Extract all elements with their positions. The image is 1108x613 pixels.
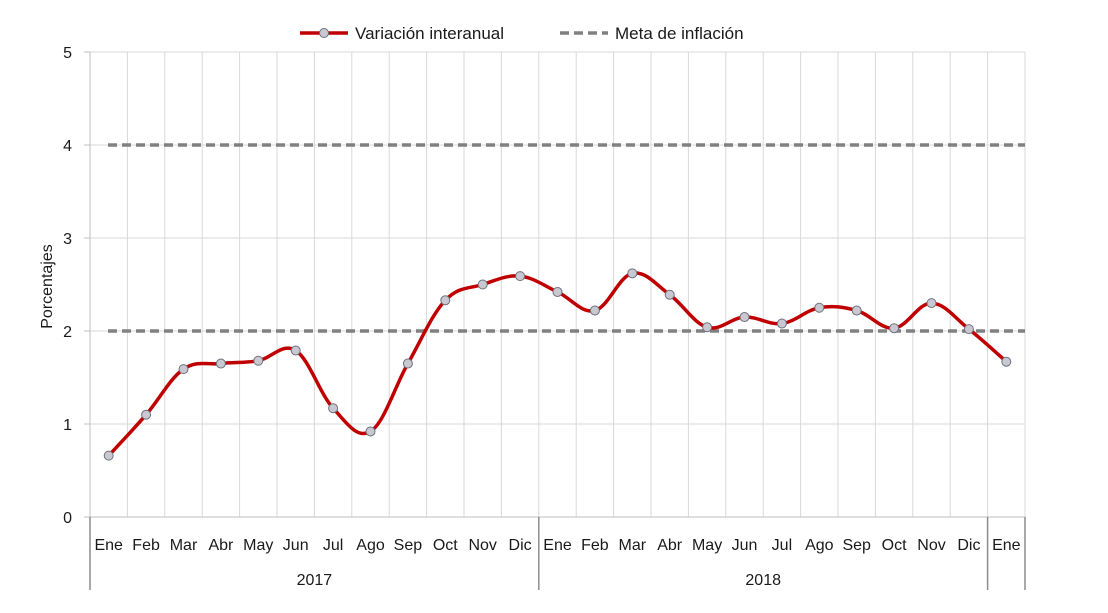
legend-label-meta: Meta de inflación (615, 24, 744, 43)
y-axis-labels: 0 1 2 3 4 5 (63, 45, 72, 527)
x-tick-label: May (692, 537, 722, 554)
x-tick-label: Jun (283, 537, 309, 554)
data-point (589, 305, 600, 316)
data-point (926, 298, 937, 309)
target-bands (108, 143, 1025, 333)
data-point (552, 286, 563, 297)
data-point (290, 345, 301, 356)
x-tick-label: Jul (323, 537, 343, 554)
x-tick-label: Dic (957, 537, 980, 554)
x-tick-label: Nov (917, 537, 945, 554)
y-tick-label: 5 (63, 45, 72, 62)
data-point (664, 289, 675, 300)
y-axis-title: Porcentajes (39, 244, 56, 329)
x-tick-label: Ene (94, 537, 123, 554)
legend: Variación interanual Meta de inflación (300, 24, 744, 43)
series-variacion (103, 268, 1012, 461)
x-tick-label: Jun (732, 537, 758, 554)
data-point (402, 358, 413, 369)
x-axis-labels: Ene Feb Mar Abr May Jun Jul Ago Sep Oct Nov Dic Ene F… (94, 537, 1020, 589)
data-point (1001, 356, 1012, 367)
group-label: 2017 (297, 572, 333, 589)
data-point (141, 409, 152, 420)
x-tick-label: Nov (468, 537, 496, 554)
x-tick-label: Mar (170, 537, 198, 554)
x-tick-label: Abr (657, 537, 683, 554)
data-point (440, 295, 451, 306)
x-tick-label: Feb (581, 537, 609, 554)
data-point (739, 312, 750, 323)
x-tick-label: Ene (992, 537, 1021, 554)
x-tick-label: Oct (882, 537, 907, 554)
x-tick-label: Ago (356, 537, 385, 554)
data-point (103, 450, 114, 461)
y-tick-label: 0 (63, 510, 72, 527)
data-point (253, 355, 264, 366)
x-tick-label: Feb (132, 537, 160, 554)
x-tick-label: Ene (543, 537, 572, 554)
y-tick-label: 3 (63, 231, 72, 248)
x-tick-label: Oct (433, 537, 458, 554)
x-tick-label: Mar (619, 537, 647, 554)
data-point (702, 322, 713, 333)
x-tick-label: Ago (805, 537, 834, 554)
x-tick-label: Jul (772, 537, 792, 554)
x-tick-label: May (243, 537, 273, 554)
data-point (178, 364, 189, 375)
group-label: 2018 (745, 572, 781, 589)
gridlines (90, 51, 1026, 517)
data-point (776, 318, 787, 329)
legend-marker-variacion (319, 28, 329, 38)
y-tick-label: 1 (63, 417, 72, 434)
data-point (515, 271, 526, 282)
x-tick-label: Dic (509, 537, 532, 554)
data-point (215, 358, 226, 369)
data-point (365, 426, 376, 437)
data-point (328, 403, 339, 414)
data-point (814, 302, 825, 313)
y-tick-label: 2 (63, 324, 72, 341)
x-tick-label: Sep (842, 537, 871, 554)
legend-label-variacion: Variación interanual (355, 24, 504, 43)
data-point (627, 268, 638, 279)
data-point (963, 324, 974, 335)
x-tick-label: Sep (394, 537, 423, 554)
data-point (851, 305, 862, 316)
axes (84, 51, 1026, 590)
x-tick-label: Abr (208, 537, 234, 554)
data-point (477, 279, 488, 290)
data-point (889, 323, 900, 334)
series-line-variacion (107, 271, 1008, 457)
y-tick-label: 4 (63, 138, 72, 155)
